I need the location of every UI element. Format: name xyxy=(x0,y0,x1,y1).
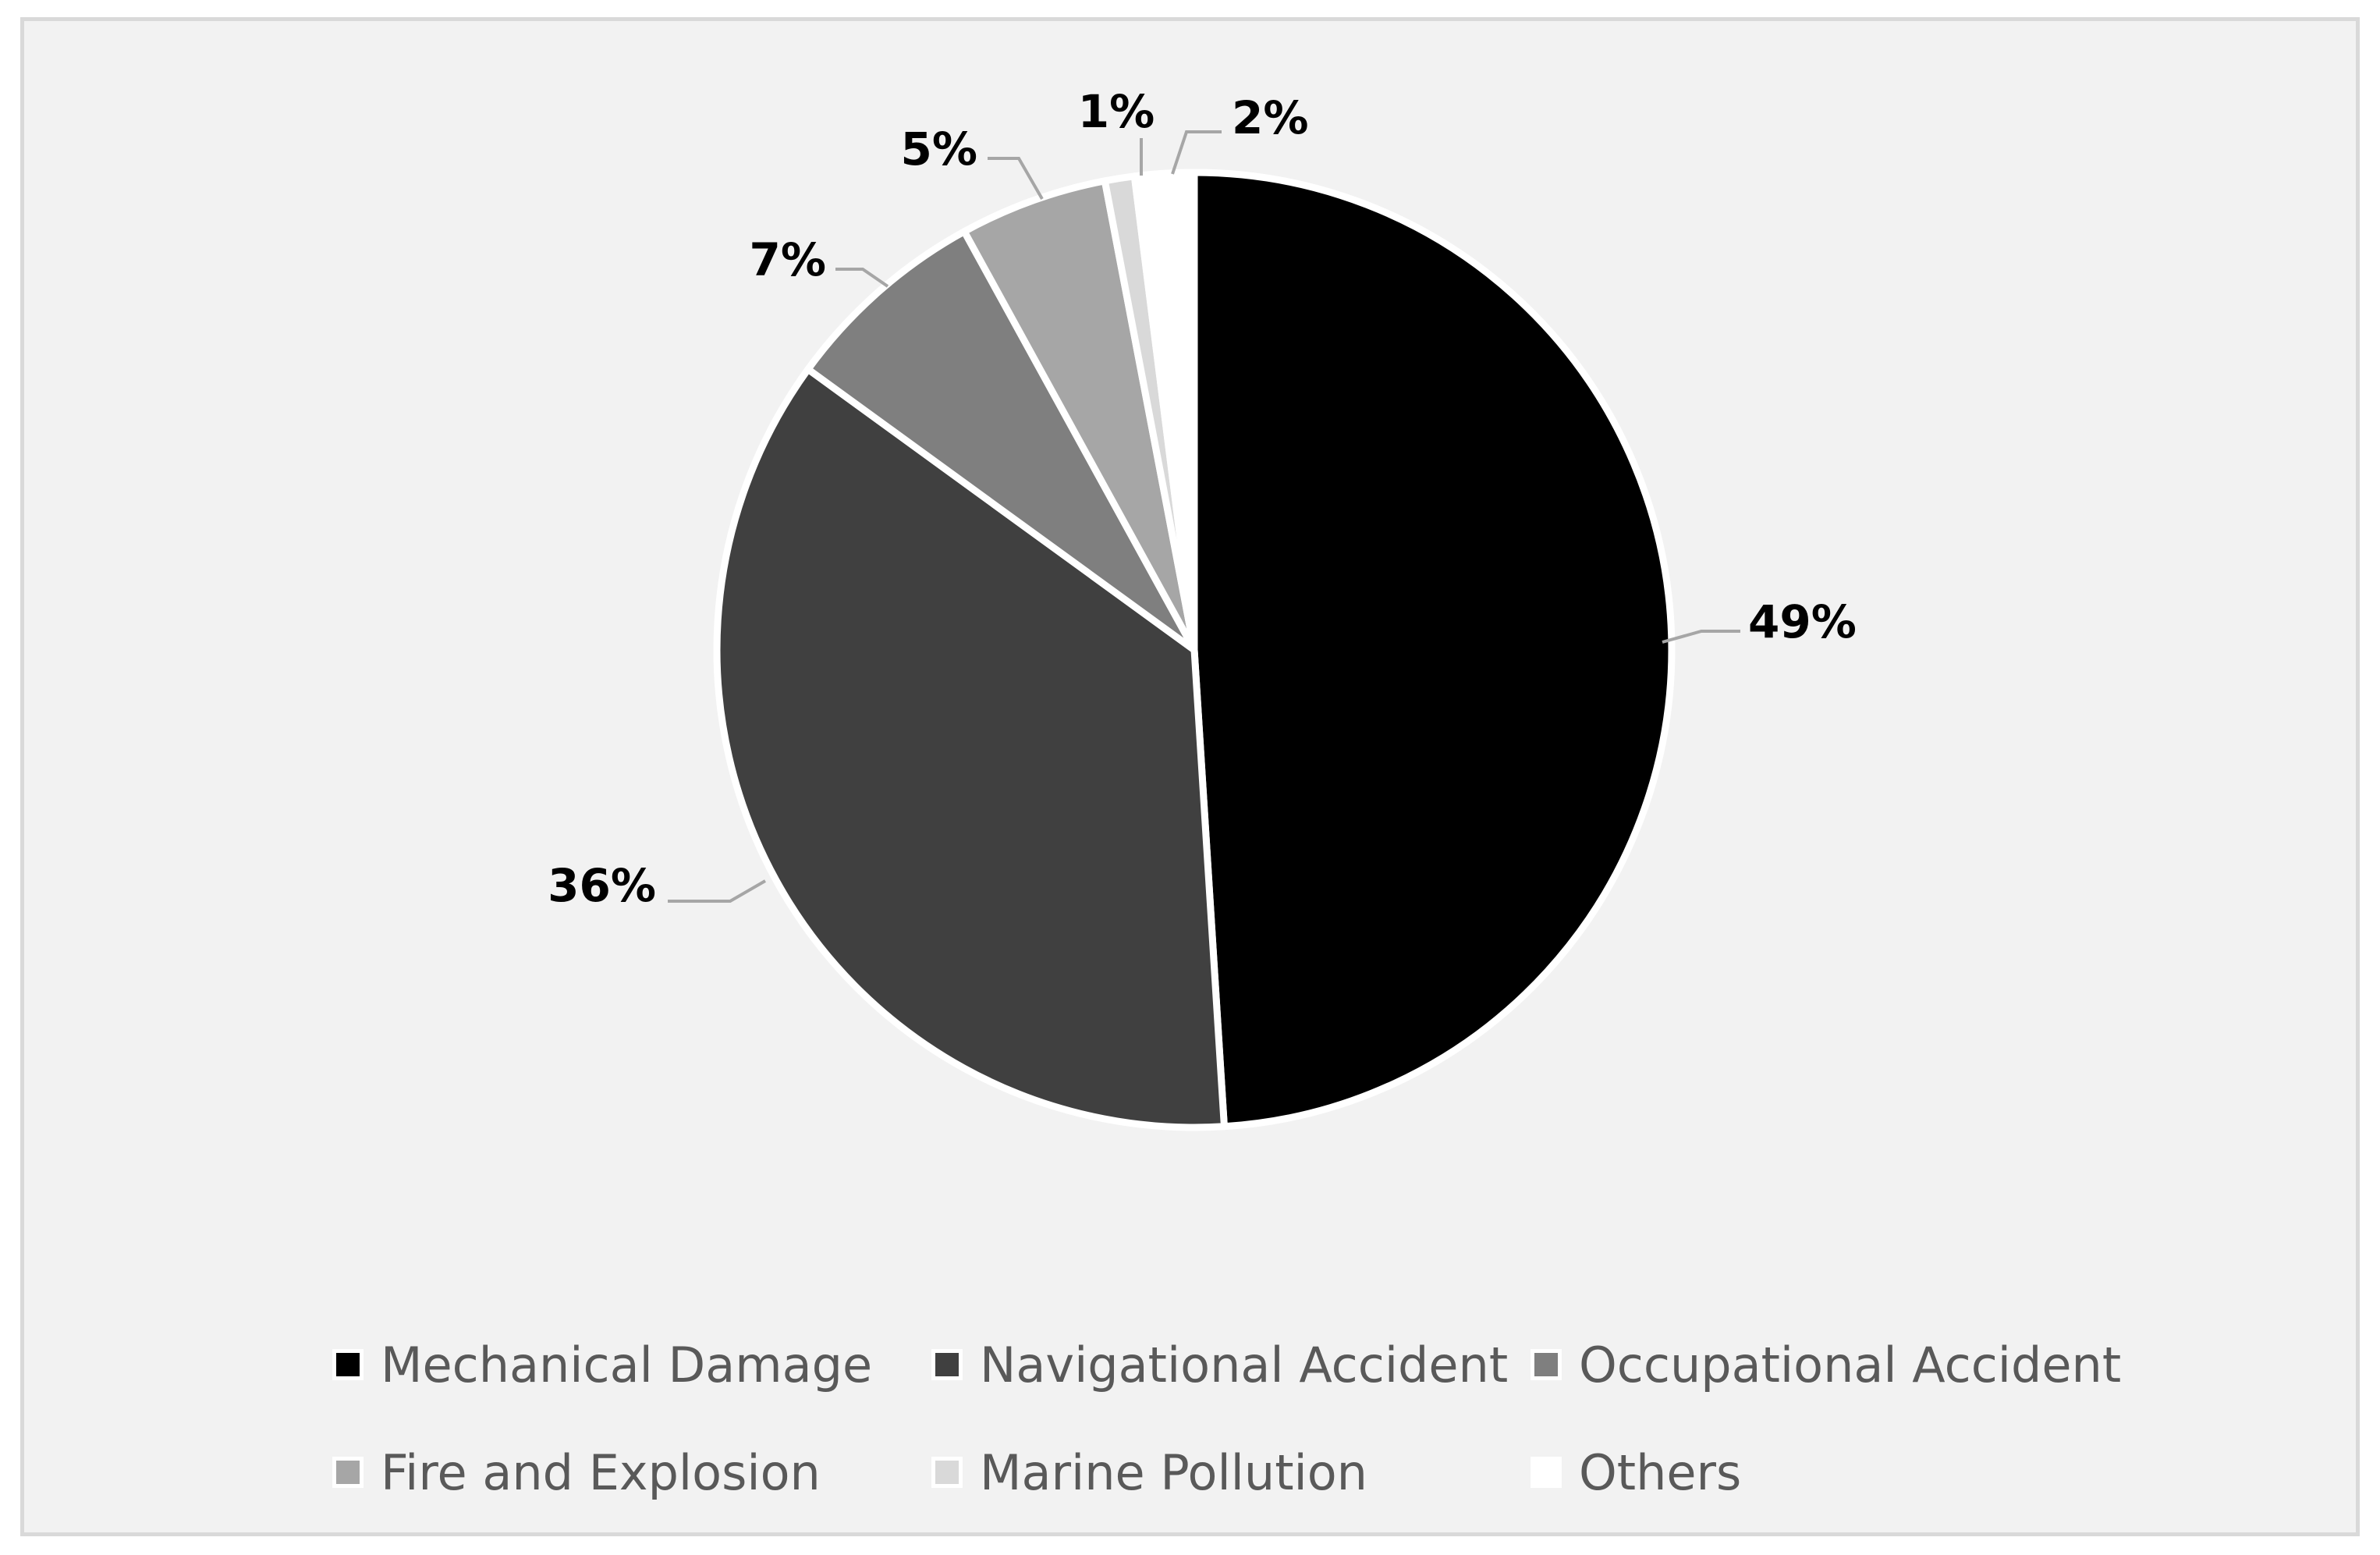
leader-line xyxy=(835,268,889,288)
legend-swatch xyxy=(332,1457,364,1488)
pie-chart: 49% 36% 7% 5% 1% 2% xyxy=(548,85,1857,1131)
legend-label: Occupational Accident xyxy=(1579,1336,2122,1393)
legend-item: Fire and Explosion xyxy=(332,1441,931,1504)
leader-line xyxy=(1662,630,1740,644)
leader-line xyxy=(1171,130,1222,175)
data-label: 5% xyxy=(901,122,977,176)
data-label: 49% xyxy=(1748,595,1857,648)
legend-swatch xyxy=(931,1349,963,1380)
data-label: 36% xyxy=(548,859,656,912)
legend-swatch xyxy=(931,1457,963,1488)
leader-line xyxy=(988,157,1044,200)
legend-item: Mechanical Damage xyxy=(332,1333,931,1396)
pie-slice xyxy=(1130,169,1198,654)
data-label: 7% xyxy=(750,233,826,286)
data-label: 2% xyxy=(1232,91,1308,144)
legend-label: Fire and Explosion xyxy=(381,1443,821,1501)
legend-label: Others xyxy=(1579,1443,1742,1501)
chart-area: 49% 36% 7% 5% 1% 2% Mechanical Damage Navigat… xyxy=(20,17,2360,1536)
pie-slice xyxy=(1190,169,1676,1131)
pie-slice xyxy=(960,177,1198,654)
legend-label: Navigational Accident xyxy=(980,1336,1509,1393)
pie-slices xyxy=(713,169,1676,1131)
data-labels: 49% 36% 7% 5% 1% 2% xyxy=(548,85,1857,912)
legend-swatch xyxy=(332,1349,364,1380)
legend: Mechanical Damage Navigational Accident … xyxy=(332,1333,2158,1504)
legend-swatch xyxy=(1531,1457,1562,1488)
pie-slice xyxy=(713,365,1228,1131)
legend-swatch xyxy=(1531,1349,1562,1380)
data-label: 1% xyxy=(1078,85,1155,138)
legend-item: Marine Pollution xyxy=(931,1441,1531,1504)
leader-line xyxy=(668,879,767,903)
leader-lines xyxy=(668,130,1740,903)
legend-label: Mechanical Damage xyxy=(381,1336,873,1393)
legend-label: Marine Pollution xyxy=(980,1443,1367,1501)
legend-item: Occupational Accident xyxy=(1531,1333,2155,1396)
legend-item: Navigational Accident xyxy=(931,1333,1531,1396)
pie-slice xyxy=(804,228,1198,654)
legend-item: Others xyxy=(1531,1441,2155,1504)
